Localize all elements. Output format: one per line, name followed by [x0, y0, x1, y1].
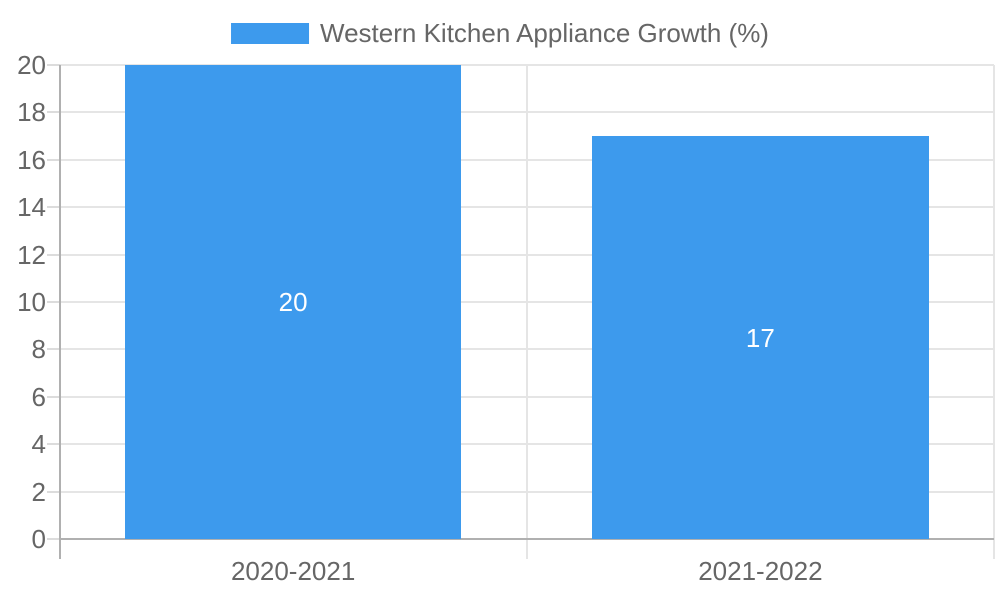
y-tick-label: 16 [17, 144, 46, 175]
y-tick-mark [46, 111, 60, 114]
y-tick-mark [46, 158, 60, 161]
y-tick-label: 12 [17, 239, 46, 270]
y-tick-label: 20 [17, 50, 46, 80]
y-tick-mark [46, 395, 60, 398]
y-axis-line [58, 65, 61, 559]
category-boundary-line [993, 65, 995, 559]
y-tick-mark [46, 301, 60, 303]
x-axis-line [59, 538, 994, 540]
y-tick-mark [46, 538, 60, 540]
y-tick-label: 6 [31, 381, 46, 412]
y-tick-mark [46, 490, 60, 493]
bar-value-label: 20 [278, 287, 308, 317]
x-category-label: 2021-2022 [698, 556, 823, 586]
x-category-label: 2020-2021 [230, 556, 356, 586]
y-tick-mark [46, 443, 60, 446]
y-tick-label: 18 [17, 97, 46, 128]
bar-value-label: 17 [745, 322, 775, 353]
y-tick-mark [46, 206, 60, 209]
legend-swatch [231, 22, 310, 44]
y-tick-label: 8 [31, 334, 46, 365]
category-boundary-line [525, 65, 528, 559]
y-tick-label: 14 [17, 192, 46, 223]
y-tick-mark [46, 348, 60, 351]
bar[interactable] [124, 65, 462, 539]
y-tick-label: 2 [31, 476, 46, 507]
y-tick-label: 10 [17, 287, 46, 317]
y-tick-mark [46, 253, 60, 256]
y-tick-label: 0 [31, 524, 46, 554]
bar[interactable] [592, 136, 929, 539]
y-tick-mark [46, 64, 60, 66]
chart-legend[interactable]: Western Kitchen Appliance Growth (%) [231, 18, 769, 48]
legend-label: Western Kitchen Appliance Growth (%) [320, 18, 769, 48]
y-tick-label: 4 [31, 429, 46, 460]
